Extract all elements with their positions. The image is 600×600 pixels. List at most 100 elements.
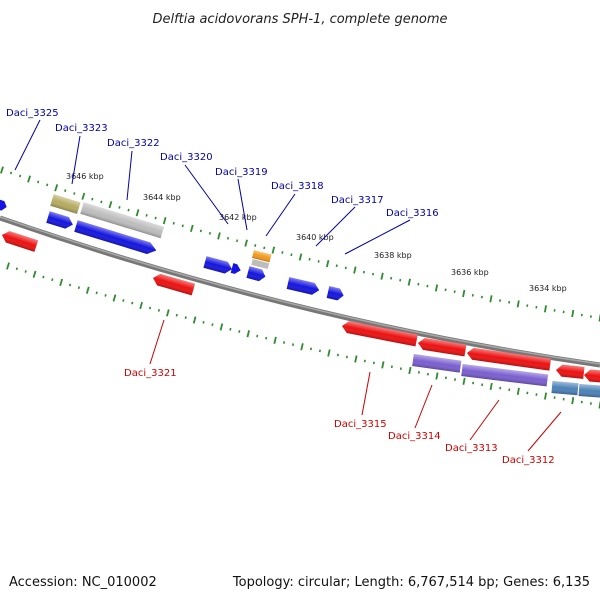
tick-mark	[381, 361, 385, 369]
gene-arrow[interactable]	[230, 263, 242, 275]
gene-label-daci-3315[interactable]: Daci_3315	[334, 419, 387, 430]
gene-label-daci-3312[interactable]: Daci_3312	[502, 455, 555, 466]
tick-mark	[184, 316, 187, 319]
gene-arrow[interactable]	[461, 364, 549, 387]
tick-mark	[51, 278, 54, 282]
gene-arrow[interactable]	[0, 199, 8, 212]
gene-arrow[interactable]	[466, 347, 552, 371]
gene-label-daci-3321[interactable]: Daci_3321	[124, 368, 177, 379]
tick-mark	[166, 309, 170, 317]
gene-arrow[interactable]	[341, 320, 418, 347]
tick-mark	[68, 283, 72, 287]
tick-mark	[336, 353, 339, 357]
tick-mark	[300, 343, 304, 351]
tick-mark	[139, 301, 143, 310]
gene-arrow[interactable]	[251, 259, 270, 270]
genome-backbone	[0, 215, 600, 368]
gene-arrow[interactable]	[80, 202, 165, 239]
tick-mark	[390, 276, 393, 280]
forward-gene-labels: Daci_3325 Daci_3323 Daci_3322 Daci_3320 …	[6, 108, 439, 219]
tick-mark	[59, 278, 64, 286]
tick-mark	[246, 330, 250, 338]
tick-mark	[100, 200, 103, 204]
gene-arrow[interactable]	[417, 337, 467, 357]
tick-mark	[290, 253, 293, 257]
tick-mark	[24, 270, 27, 273]
tick-mark	[27, 175, 32, 183]
gene-arrow[interactable]	[74, 220, 158, 256]
gene-arrow[interactable]	[583, 369, 600, 383]
tick-mark	[127, 208, 130, 212]
tick-mark	[308, 257, 311, 261]
gene-label-daci-3320[interactable]: Daci_3320	[160, 152, 213, 163]
scale-labels: 3646 kbp 3644 kbp 3642 kbp 3640 kbp 3638…	[66, 172, 567, 293]
tick-mark	[372, 361, 375, 365]
tick-mark	[64, 189, 67, 193]
scale-label: 3636 kbp	[451, 268, 489, 277]
tick-mark	[85, 286, 90, 294]
tick-mark	[236, 239, 239, 243]
scale-label: 3642 kbp	[219, 213, 257, 222]
gene-label-daci-3325[interactable]: Daci_3325	[6, 108, 59, 119]
tick-mark	[77, 286, 81, 290]
tick-mark	[192, 316, 197, 324]
tick-mark	[283, 341, 286, 344]
tick-mark	[244, 239, 248, 247]
scale-label: 3634 kbp	[529, 284, 567, 293]
tick-mark	[131, 301, 134, 305]
gene-arrow[interactable]	[0, 229, 39, 252]
tick-mark	[181, 224, 184, 228]
tick-mark	[256, 334, 259, 338]
tick-mark	[434, 284, 439, 292]
tick-mark	[122, 299, 125, 302]
tick-mark	[317, 260, 320, 263]
gene-label-daci-3316[interactable]: Daci_3316	[386, 208, 439, 219]
tick-mark	[263, 246, 266, 250]
tick-mark	[135, 209, 140, 217]
tick-mark	[172, 221, 175, 225]
gene-label-daci-3318[interactable]: Daci_3318	[271, 181, 324, 192]
tick-mark	[371, 272, 375, 276]
tick-mark	[344, 266, 347, 270]
gene-arrow[interactable]	[246, 266, 266, 282]
gene-arrow[interactable]	[151, 272, 196, 296]
tick-mark	[390, 365, 393, 369]
gene-label-daci-3313[interactable]: Daci_3313	[445, 443, 498, 454]
gene-arrow[interactable]	[326, 286, 345, 301]
tick-mark	[162, 217, 167, 225]
tick-mark	[291, 343, 295, 346]
leader-lines	[14, 119, 562, 452]
gene-arrow[interactable]	[551, 381, 579, 396]
tick-mark	[345, 355, 348, 359]
accession-label: Accession: NC_010002	[9, 575, 157, 590]
gene-label-daci-3322[interactable]: Daci_3322	[107, 138, 160, 149]
gene-label-daci-3319[interactable]: Daci_3319	[215, 167, 268, 178]
gene-arrow[interactable]	[203, 256, 233, 275]
tick-mark	[265, 336, 268, 340]
scale-label: 3640 kbp	[296, 233, 334, 242]
gene-arrow[interactable]	[555, 364, 585, 379]
tick-mark	[516, 300, 520, 308]
gene-label-daci-3323[interactable]: Daci_3323	[55, 123, 108, 134]
tick-mark	[104, 294, 107, 297]
gene-arrow[interactable]	[412, 354, 462, 373]
tick-mark	[363, 359, 366, 363]
tick-mark	[9, 171, 13, 175]
gene-arrow[interactable]	[252, 250, 272, 263]
gene-arrow[interactable]	[50, 194, 81, 214]
tick-mark	[145, 214, 148, 217]
gene-arrow[interactable]	[578, 384, 600, 398]
tick-mark	[544, 392, 547, 400]
tick-mark	[118, 206, 121, 209]
gene-arrow[interactable]	[46, 211, 74, 230]
gene-label-daci-3317[interactable]: Daci_3317	[331, 195, 384, 206]
tick-mark	[73, 192, 76, 195]
gene-arrow[interactable]	[286, 277, 321, 296]
tick-mark	[571, 397, 575, 405]
map-title: Delftia acidovorans SPH-1, complete geno…	[152, 12, 447, 27]
scale-label: 3638 kbp	[374, 251, 412, 260]
tick-mark	[543, 305, 547, 313]
tick-mark	[0, 166, 4, 174]
gene-label-daci-3314[interactable]: Daci_3314	[388, 431, 441, 442]
